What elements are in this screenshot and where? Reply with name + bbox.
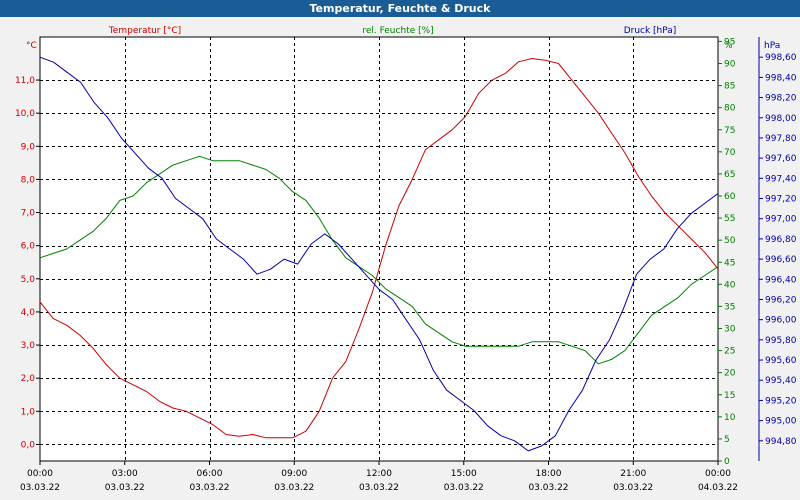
- temperature-tick-label: 3,0: [21, 341, 36, 351]
- temperature-tick-label: 9,0: [21, 142, 36, 152]
- date-tick-label: 03.03.22: [444, 483, 484, 493]
- pressure-tick-label: 995,00: [765, 417, 797, 427]
- series-group: [39, 56, 719, 452]
- humidity-tick-label: 95: [724, 37, 735, 47]
- humidity-tick-label: 15: [724, 391, 735, 401]
- humidity-axis-title: rel. Feuchte [%]: [362, 26, 433, 36]
- temperature-tick-label: 8,0: [21, 175, 36, 185]
- temperature-axis-title: Temperatur [°C]: [108, 26, 181, 36]
- temperature-tick-label: 2,0: [21, 374, 36, 384]
- pressure-tick-label: 997,20: [765, 195, 797, 205]
- humidity-tick-label: 70: [724, 148, 736, 158]
- humidity-tick-label: 5: [724, 435, 730, 445]
- humidity-tick-label: 75: [724, 126, 735, 136]
- date-tick-label: 04.03.22: [698, 483, 738, 493]
- time-tick-label: 03:00: [112, 469, 138, 479]
- time-tick-label: 21:00: [620, 469, 646, 479]
- time-tick-label: 15:00: [451, 469, 477, 479]
- pressure-tick-label: 998,20: [765, 94, 797, 104]
- humidity-tick-label: 25: [724, 347, 735, 357]
- date-tick-label: 03.03.22: [613, 483, 653, 493]
- humidity-tick-label: 60: [724, 192, 736, 202]
- pressure-line: [39, 56, 719, 452]
- pressure-tick-label: 998,60: [765, 53, 797, 63]
- window-title: Temperatur, Feuchte & Druck: [0, 0, 800, 17]
- temperature-tick-label: 6,0: [21, 242, 36, 252]
- humidity-tick-label: 55: [724, 214, 735, 224]
- humidity-tick-label: 20: [724, 369, 736, 379]
- time-tick-label: 00:00: [705, 469, 731, 479]
- humidity-unit-label: %: [724, 41, 733, 51]
- grid: [40, 37, 718, 461]
- humidity-tick-label: 85: [724, 82, 735, 92]
- date-tick-label: 03.03.22: [20, 483, 60, 493]
- pressure-tick-label: 996,20: [765, 295, 797, 305]
- temperature-line: [39, 58, 719, 439]
- pressure-unit-label: hPa: [764, 41, 780, 51]
- temperature-tick-label: 10,0: [15, 109, 35, 119]
- pressure-tick-label: 997,80: [765, 134, 797, 144]
- pressure-tick-label: 995,20: [765, 396, 797, 406]
- pressure-tick-label: 997,00: [765, 215, 797, 225]
- pressure-tick-label: 995,80: [765, 336, 797, 346]
- pressure-tick-label: 997,40: [765, 174, 797, 184]
- temperature-tick-label: 4,0: [21, 308, 36, 318]
- date-tick-label: 03.03.22: [528, 483, 568, 493]
- time-tick-label: 18:00: [536, 469, 562, 479]
- humidity-tick-label: 35: [724, 302, 735, 312]
- humidity-tick-label: 10: [724, 413, 736, 423]
- temperature-tick-label: 5,0: [21, 275, 36, 285]
- pressure-tick-label: 996,00: [765, 316, 797, 326]
- pressure-tick-label: 994,80: [765, 437, 797, 447]
- pressure-tick-label: 996,40: [765, 275, 797, 285]
- temperature-tick-label: 11,0: [15, 76, 35, 86]
- temperature-tick-label: 7,0: [21, 209, 36, 219]
- humidity-tick-label: 80: [724, 104, 736, 114]
- pressure-tick-label: 995,40: [765, 376, 797, 386]
- time-axis: 00:00 03.03.22 03:00 03.03.22 06:00 03.03.22 0…: [20, 461, 738, 493]
- time-tick-label: 00:00: [27, 469, 53, 479]
- time-tick-label: 09:00: [281, 469, 307, 479]
- pressure-tick-label: 996,80: [765, 235, 797, 245]
- date-tick-label: 03.03.22: [189, 483, 229, 493]
- temperature-axis: 0,0 1,0 2,0 3,0 4,0 5,0 6,0 7,0 8,0 9,0 10,0 11,0: [15, 76, 40, 450]
- pressure-tick-label: 998,40: [765, 73, 797, 83]
- humidity-tick-label: 0: [724, 457, 730, 467]
- pressure-tick-label: 998,00: [765, 114, 797, 124]
- pressure-axis: 994,80 995,00 995,20 995,40 995,60 995,80 996,…: [759, 53, 797, 447]
- pressure-tick-label: 997,60: [765, 154, 797, 164]
- date-tick-label: 03.03.22: [274, 483, 314, 493]
- temperature-tick-label: 0,0: [21, 440, 36, 450]
- pressure-axis-title: Druck [hPa]: [624, 26, 677, 36]
- humidity-line: [39, 155, 719, 365]
- time-tick-label: 12:00: [366, 469, 392, 479]
- humidity-tick-label: 65: [724, 170, 735, 180]
- humidity-tick-label: 45: [724, 258, 735, 268]
- humidity-tick-label: 30: [724, 325, 736, 335]
- pressure-tick-label: 996,60: [765, 255, 797, 265]
- temperature-tick-label: 1,0: [21, 407, 36, 417]
- date-tick-label: 03.03.22: [359, 483, 399, 493]
- time-tick-label: 06:00: [197, 469, 223, 479]
- humidity-axis: 0 5 10 15 20 25 30 35 40 45 50 55 60 65 70 75 80 85 90 95: [718, 37, 736, 467]
- humidity-tick-label: 50: [724, 236, 736, 246]
- temperature-unit-label: °C: [26, 41, 37, 51]
- date-tick-label: 03.03.22: [105, 483, 145, 493]
- pressure-tick-label: 995,60: [765, 356, 797, 366]
- humidity-tick-label: 90: [724, 60, 736, 70]
- humidity-tick-label: 40: [724, 280, 736, 290]
